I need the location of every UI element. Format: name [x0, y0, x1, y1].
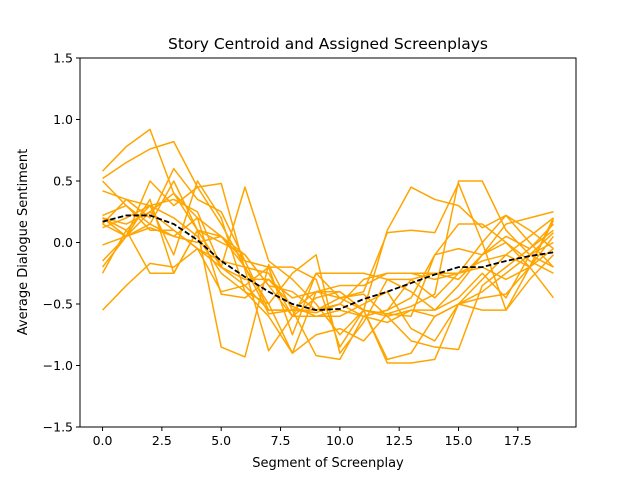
x-tick-label: 15.0	[445, 433, 473, 448]
screenplay-line-7	[101, 198, 554, 364]
screenplay-line-14	[102, 180, 554, 318]
y-tick-label: 1.0	[53, 112, 73, 127]
x-tick-label: 2.5	[152, 433, 172, 448]
y-tick-label: 0.0	[53, 235, 73, 250]
screenplay-line-2	[102, 140, 554, 354]
chart-title: Story Centroid and Assigned Screenplays	[168, 35, 488, 53]
x-tick-label: 0.0	[93, 433, 113, 448]
screenplay-line-15	[102, 204, 554, 354]
x-axis-label: Segment of Screenplay	[252, 456, 404, 471]
y-tick-label: 0.5	[53, 174, 73, 189]
screenplay-line-16	[102, 217, 555, 311]
y-tick-label: −1.5	[43, 420, 73, 435]
x-tick-label: 10.0	[326, 433, 354, 448]
centroid-line	[102, 214, 554, 312]
x-tick-label: 12.5	[385, 433, 413, 448]
y-tick-label: −0.5	[43, 297, 73, 312]
screenplay-line-5	[102, 186, 554, 336]
x-tick-label: 5.0	[211, 433, 231, 448]
y-axis-ticks: −1.5 −1.0 −0.5 0.0 0.5 1.0 1.5	[43, 51, 80, 435]
screenplay-series-group	[101, 128, 555, 364]
centroid-series-group	[102, 214, 554, 312]
x-tick-label: 7.5	[271, 433, 291, 448]
screenplay-line-13	[102, 226, 554, 336]
x-axis-ticks: 0.0 2.5 5.0 7.5 10.0 12.5 15.0 17.5	[93, 427, 532, 448]
screenplay-line-3	[102, 167, 554, 351]
screenplay-line-12	[102, 247, 554, 311]
y-tick-label: 1.5	[53, 51, 73, 66]
y-tick-label: −1.0	[43, 358, 73, 373]
y-axis-label: Average Dialogue Sentiment	[16, 149, 31, 336]
screenplay-line-10	[101, 180, 555, 358]
x-tick-label: 17.5	[504, 433, 532, 448]
